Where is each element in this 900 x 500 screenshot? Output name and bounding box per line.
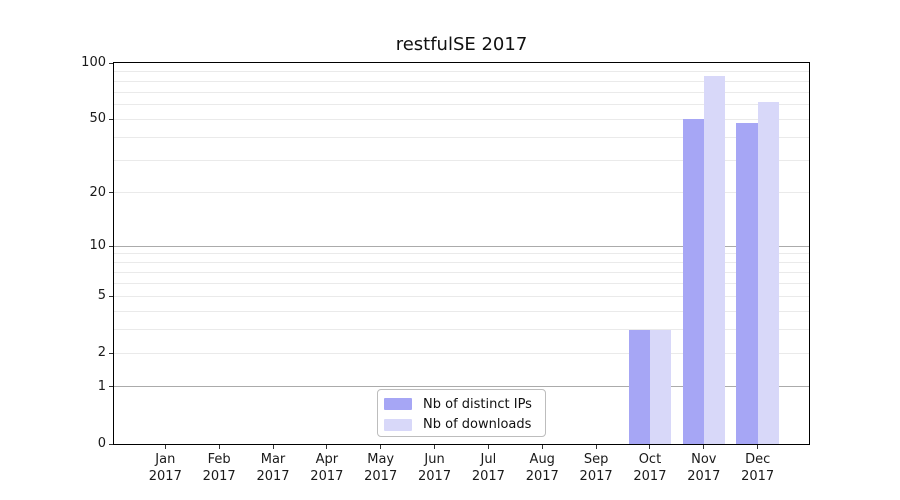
x-tick-year: 2017 xyxy=(525,468,559,484)
y-tick-mark-50 xyxy=(109,118,113,120)
x-tick-mark-jun xyxy=(434,445,436,449)
x-tick-label-may: May 2017 xyxy=(354,452,408,485)
x-tick-year: 2017 xyxy=(148,468,182,484)
x-tick-year: 2017 xyxy=(202,468,236,484)
y-tick-mark-10 xyxy=(109,245,113,247)
x-tick-month: Sep xyxy=(583,452,609,467)
x-tick-month: Dec xyxy=(745,452,771,467)
x-tick-month: Jan xyxy=(155,452,176,467)
gridline-4 xyxy=(114,310,809,312)
x-tick-year: 2017 xyxy=(310,468,344,484)
legend-swatch-distinct-ips xyxy=(384,398,412,411)
legend-label-downloads: Nb of downloads xyxy=(423,417,532,433)
y-tick-label-50: 50 xyxy=(89,111,106,127)
x-tick-label-nov: Nov 2017 xyxy=(677,452,731,485)
gridline-80 xyxy=(114,80,809,82)
x-tick-month: Apr xyxy=(315,452,339,467)
x-tick-mark-jan xyxy=(164,445,166,449)
x-tick-label-feb: Feb 2017 xyxy=(192,452,246,485)
bar-dec-distinct-ips xyxy=(736,122,758,444)
y-tick-mark-2 xyxy=(109,352,113,354)
x-tick-mark-oct xyxy=(649,445,651,449)
y-tick-label-20: 20 xyxy=(89,184,106,200)
x-tick-month: Nov xyxy=(691,452,717,467)
x-tick-year: 2017 xyxy=(364,468,398,484)
x-tick-mark-dec xyxy=(757,445,759,449)
x-tick-year: 2017 xyxy=(687,468,721,484)
legend-label-distinct-ips: Nb of distinct IPs xyxy=(423,396,532,412)
x-tick-mark-feb xyxy=(218,445,220,449)
x-tick-month: Jun xyxy=(424,452,445,467)
y-tick-label-0: 0 xyxy=(97,436,106,451)
y-tick-mark-100 xyxy=(109,62,113,64)
x-tick-year: 2017 xyxy=(741,468,775,484)
gridline-10 xyxy=(114,245,809,247)
bar-dec-downloads xyxy=(757,101,779,444)
y-tick-label-10: 10 xyxy=(89,238,106,254)
x-tick-label-dec: Dec 2017 xyxy=(731,452,785,485)
y-tick-label-2: 2 xyxy=(97,345,106,361)
x-tick-label-aug: Aug 2017 xyxy=(515,452,569,485)
y-tick-mark-5 xyxy=(109,295,113,297)
x-tick-mark-sep xyxy=(595,445,597,449)
y-tick-mark-0 xyxy=(109,443,113,445)
y-tick-label-100: 100 xyxy=(81,55,106,70)
x-tick-mark-aug xyxy=(541,445,543,449)
legend-item-downloads: Nb of downloads xyxy=(384,415,545,436)
gridline-40 xyxy=(114,136,809,138)
x-tick-month: Aug xyxy=(529,452,555,467)
x-tick-month: Oct xyxy=(638,452,662,467)
chart-title: restfulSE 2017 xyxy=(395,34,528,55)
x-tick-label-jul: Jul 2017 xyxy=(461,452,515,485)
bar-oct-distinct-ips xyxy=(628,329,650,444)
x-tick-label-jan: Jan 2017 xyxy=(138,452,192,485)
x-tick-month: Jul xyxy=(480,452,497,467)
plot-area xyxy=(113,62,810,445)
gridline-20 xyxy=(114,192,809,194)
gridline-30 xyxy=(114,160,809,161)
x-tick-year: 2017 xyxy=(418,468,452,484)
bar-nov-distinct-ips xyxy=(682,119,704,444)
x-tick-mark-may xyxy=(380,445,382,449)
x-tick-year: 2017 xyxy=(471,468,505,484)
legend-swatch-downloads xyxy=(384,418,412,431)
x-tick-year: 2017 xyxy=(256,468,290,484)
x-tick-label-jun: Jun 2017 xyxy=(408,452,462,485)
x-tick-label-sep: Sep 2017 xyxy=(569,452,623,485)
x-tick-mark-jul xyxy=(487,445,489,449)
x-tick-mark-nov xyxy=(703,445,705,449)
x-tick-mark-mar xyxy=(272,445,274,449)
bar-nov-downloads xyxy=(703,76,726,444)
gridline-2 xyxy=(114,352,809,354)
x-tick-label-mar: Mar 2017 xyxy=(246,452,300,485)
legend: Nb of distinct IPs Nb of downloads xyxy=(377,389,546,437)
y-tick-label-5: 5 xyxy=(97,288,106,304)
gridline-8 xyxy=(114,262,809,264)
gridline-9 xyxy=(114,253,809,255)
x-tick-year: 2017 xyxy=(579,468,613,484)
x-tick-mark-apr xyxy=(326,445,328,449)
y-tick-label-1: 1 xyxy=(97,378,106,394)
x-tick-year: 2017 xyxy=(633,468,667,484)
x-tick-month: Feb xyxy=(207,452,231,467)
legend-item-distinct-ips: Nb of distinct IPs xyxy=(384,394,545,415)
y-tick-mark-1 xyxy=(109,386,113,388)
gridline-50 xyxy=(114,118,809,120)
gridline-1 xyxy=(114,386,809,388)
gridline-70 xyxy=(114,91,809,93)
gridline-7 xyxy=(114,271,809,273)
bar-oct-downloads xyxy=(649,329,672,444)
x-tick-label-oct: Oct 2017 xyxy=(623,452,677,485)
x-tick-label-apr: Apr 2017 xyxy=(300,452,354,485)
gridline-90 xyxy=(114,71,809,73)
gridline-60 xyxy=(114,104,809,106)
gridline-6 xyxy=(114,282,809,284)
gridline-5 xyxy=(114,295,809,297)
gridline-3 xyxy=(114,329,809,331)
x-tick-month: Mar xyxy=(260,452,286,467)
y-tick-mark-20 xyxy=(109,192,113,194)
x-tick-month: May xyxy=(367,452,395,467)
